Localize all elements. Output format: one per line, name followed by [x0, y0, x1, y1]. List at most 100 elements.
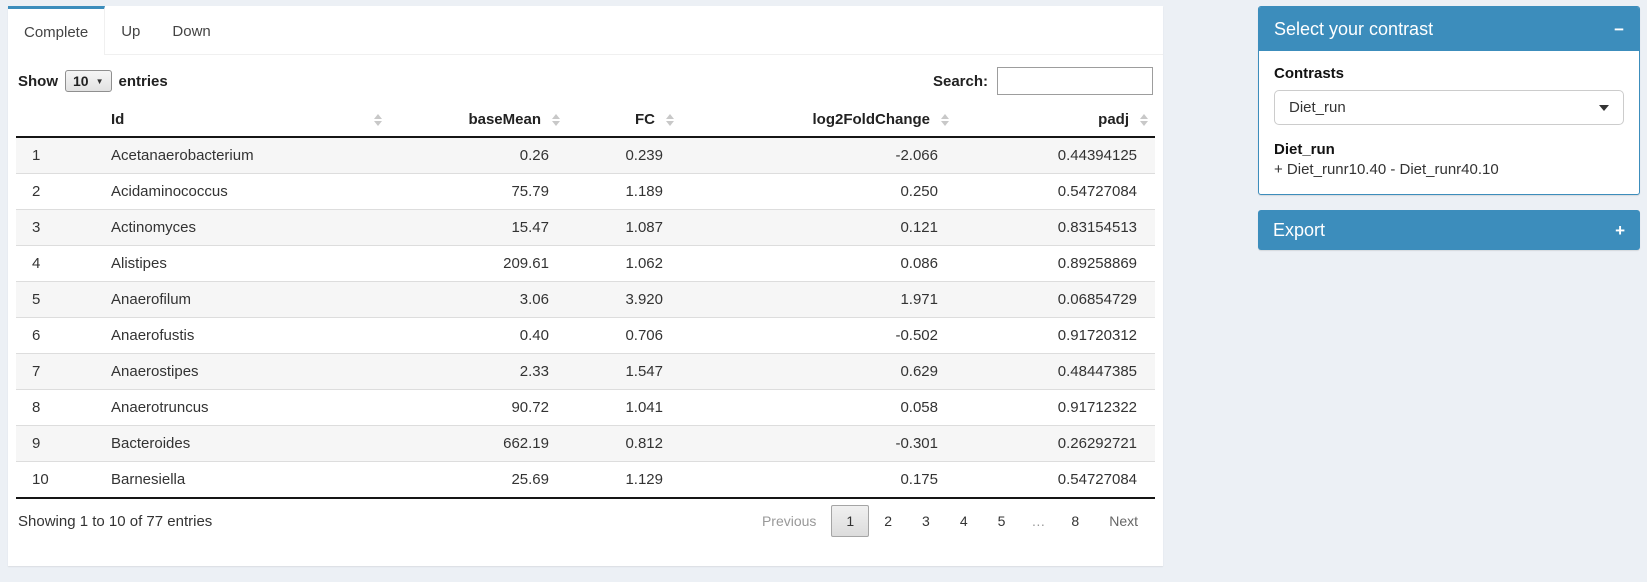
- padj-cell: 0.06854729: [956, 281, 1155, 318]
- padj-cell: 0.54727084: [956, 461, 1155, 499]
- fc-cell: 0.239: [567, 137, 681, 174]
- column-header-index: [16, 103, 101, 138]
- page-button-1[interactable]: 1: [831, 505, 870, 537]
- table-row: 5 Anaerofilum 3.06 3.920 1.971 0.06854729: [16, 281, 1155, 318]
- table-footer: Showing 1 to 10 of 77 entries Previous 1 2…: [8, 499, 1163, 537]
- page-button-8[interactable]: 8: [1071, 513, 1080, 529]
- tab-up-label: Up: [121, 23, 141, 40]
- fc-cell: 3.920: [567, 281, 681, 318]
- id-cell: Acidaminococcus: [101, 173, 389, 210]
- column-label: baseMean: [468, 111, 541, 128]
- basemean-cell: 662.19: [389, 425, 567, 462]
- padj-cell: 0.48447385: [956, 353, 1155, 390]
- basemean-cell: 3.06: [389, 281, 567, 318]
- tab-complete[interactable]: Complete: [8, 6, 106, 55]
- table-controls: Show 10 ▼ entries Search:: [8, 55, 1163, 99]
- row-index-cell: 1: [16, 137, 101, 174]
- page-button-next[interactable]: Next: [1109, 513, 1138, 529]
- column-header-padj[interactable]: padj: [956, 103, 1155, 138]
- column-header-log2foldchange[interactable]: log2FoldChange: [681, 103, 956, 138]
- collapse-minus-icon[interactable]: −: [1614, 19, 1624, 39]
- column-header-id[interactable]: Id: [101, 103, 389, 138]
- id-cell: Alistipes: [101, 245, 389, 282]
- table-row: 1 Acetanaerobacterium 0.26 0.239 -2.066 0.443…: [16, 137, 1155, 174]
- column-header-fc[interactable]: FC: [567, 103, 681, 138]
- tab-complete-label: Complete: [24, 23, 89, 41]
- padj-cell: 0.91712322: [956, 389, 1155, 426]
- contrast-box-header: Select your contrast −: [1259, 7, 1639, 51]
- page-button-previous[interactable]: Previous: [761, 513, 817, 529]
- basemean-cell: 0.26: [389, 137, 567, 174]
- row-index-cell: 10: [16, 461, 101, 499]
- id-cell: Anaerofilum: [101, 281, 389, 318]
- log2foldchange-cell: 0.175: [681, 461, 956, 499]
- page-length-select[interactable]: 10 ▼: [65, 70, 112, 92]
- contrasts-label: Contrasts: [1274, 65, 1345, 82]
- row-index-cell: 2: [16, 173, 101, 210]
- log2foldchange-cell: 1.971: [681, 281, 956, 318]
- contrast-detail-title: Diet_run: [1274, 141, 1335, 158]
- log2foldchange-cell: 0.086: [681, 245, 956, 282]
- log2foldchange-cell: -0.301: [681, 425, 956, 462]
- export-box[interactable]: Export +: [1258, 210, 1640, 250]
- table-row: 10 Barnesiella 25.69 1.129 0.175 0.54727084: [16, 461, 1155, 499]
- tab-up[interactable]: Up: [105, 6, 156, 54]
- page-button-4[interactable]: 4: [959, 513, 968, 529]
- basemean-cell: 25.69: [389, 461, 567, 499]
- basemean-cell: 2.33: [389, 353, 567, 390]
- expand-plus-icon: +: [1615, 220, 1625, 240]
- table-row: 2 Acidaminococcus 75.79 1.189 0.250 0.5472708…: [16, 173, 1155, 210]
- search-label: Search:: [932, 72, 988, 90]
- table-row: 8 Anaerotruncus 90.72 1.041 0.058 0.91712322: [16, 389, 1155, 426]
- table-header-row: Id baseMean FC log2FoldChange padj: [16, 103, 1155, 138]
- sidebar-column: Select your contrast − Contrasts Diet_ru…: [1258, 6, 1640, 250]
- contrast-box-body: Contrasts Diet_run Diet_run + Diet_runr1…: [1259, 51, 1639, 194]
- fc-cell: 1.062: [567, 245, 681, 282]
- row-index-cell: 6: [16, 317, 101, 354]
- results-table: Id baseMean FC log2FoldChange padj 1 Acetanae…: [16, 103, 1155, 499]
- caret-down-icon: ▼: [95, 76, 104, 86]
- table-row: 4 Alistipes 209.61 1.062 0.086 0.89258869: [16, 245, 1155, 282]
- column-label: Id: [111, 111, 125, 128]
- row-index-cell: 3: [16, 209, 101, 246]
- fc-cell: 1.547: [567, 353, 681, 390]
- table-row: 6 Anaerofustis 0.40 0.706 -0.502 0.91720312: [16, 317, 1155, 354]
- contrast-select[interactable]: Diet_run: [1274, 90, 1624, 125]
- id-cell: Anaerotruncus: [101, 389, 389, 426]
- id-cell: Barnesiella: [101, 461, 389, 499]
- pagination: Previous 1 2 3 4 5 … 8 Next: [747, 505, 1153, 537]
- search-input[interactable]: [997, 67, 1153, 95]
- id-cell: Anaerofustis: [101, 317, 389, 354]
- show-label: Show: [18, 72, 58, 90]
- column-label: padj: [1098, 111, 1129, 128]
- page-button-3[interactable]: 3: [922, 513, 930, 529]
- page-button-2[interactable]: 2: [884, 513, 893, 529]
- contrast-box-title: Select your contrast: [1274, 18, 1434, 39]
- fc-cell: 1.129: [567, 461, 681, 499]
- row-index-cell: 9: [16, 425, 101, 462]
- column-header-basemean[interactable]: baseMean: [389, 103, 567, 138]
- table-row: 9 Bacteroides 662.19 0.812 -0.301 0.26292721: [16, 425, 1155, 462]
- padj-cell: 0.44394125: [956, 137, 1155, 174]
- results-panel: Complete Up Down Show 10 ▼ entries Searc…: [8, 6, 1163, 566]
- padj-cell: 0.26292721: [956, 425, 1155, 462]
- table-row: 7 Anaerostipes 2.33 1.547 0.629 0.48447385: [16, 353, 1155, 390]
- fc-cell: 0.812: [567, 425, 681, 462]
- page-button-5[interactable]: 5: [997, 513, 1006, 529]
- sort-icon: [1140, 113, 1148, 126]
- export-box-title: Export: [1273, 219, 1326, 240]
- tab-bar: Complete Up Down: [8, 6, 1163, 55]
- padj-cell: 0.91720312: [956, 317, 1155, 354]
- sort-icon: [941, 113, 949, 126]
- id-cell: Actinomyces: [101, 209, 389, 246]
- row-index-cell: 7: [16, 353, 101, 390]
- tab-down-label: Down: [172, 23, 211, 40]
- padj-cell: 0.89258869: [956, 245, 1155, 282]
- log2foldchange-cell: -2.066: [681, 137, 956, 174]
- id-cell: Bacteroides: [101, 425, 389, 462]
- page-button-…: …: [1031, 513, 1046, 529]
- tab-down[interactable]: Down: [156, 6, 226, 54]
- row-index-cell: 8: [16, 389, 101, 426]
- id-cell: Acetanaerobacterium: [101, 137, 389, 174]
